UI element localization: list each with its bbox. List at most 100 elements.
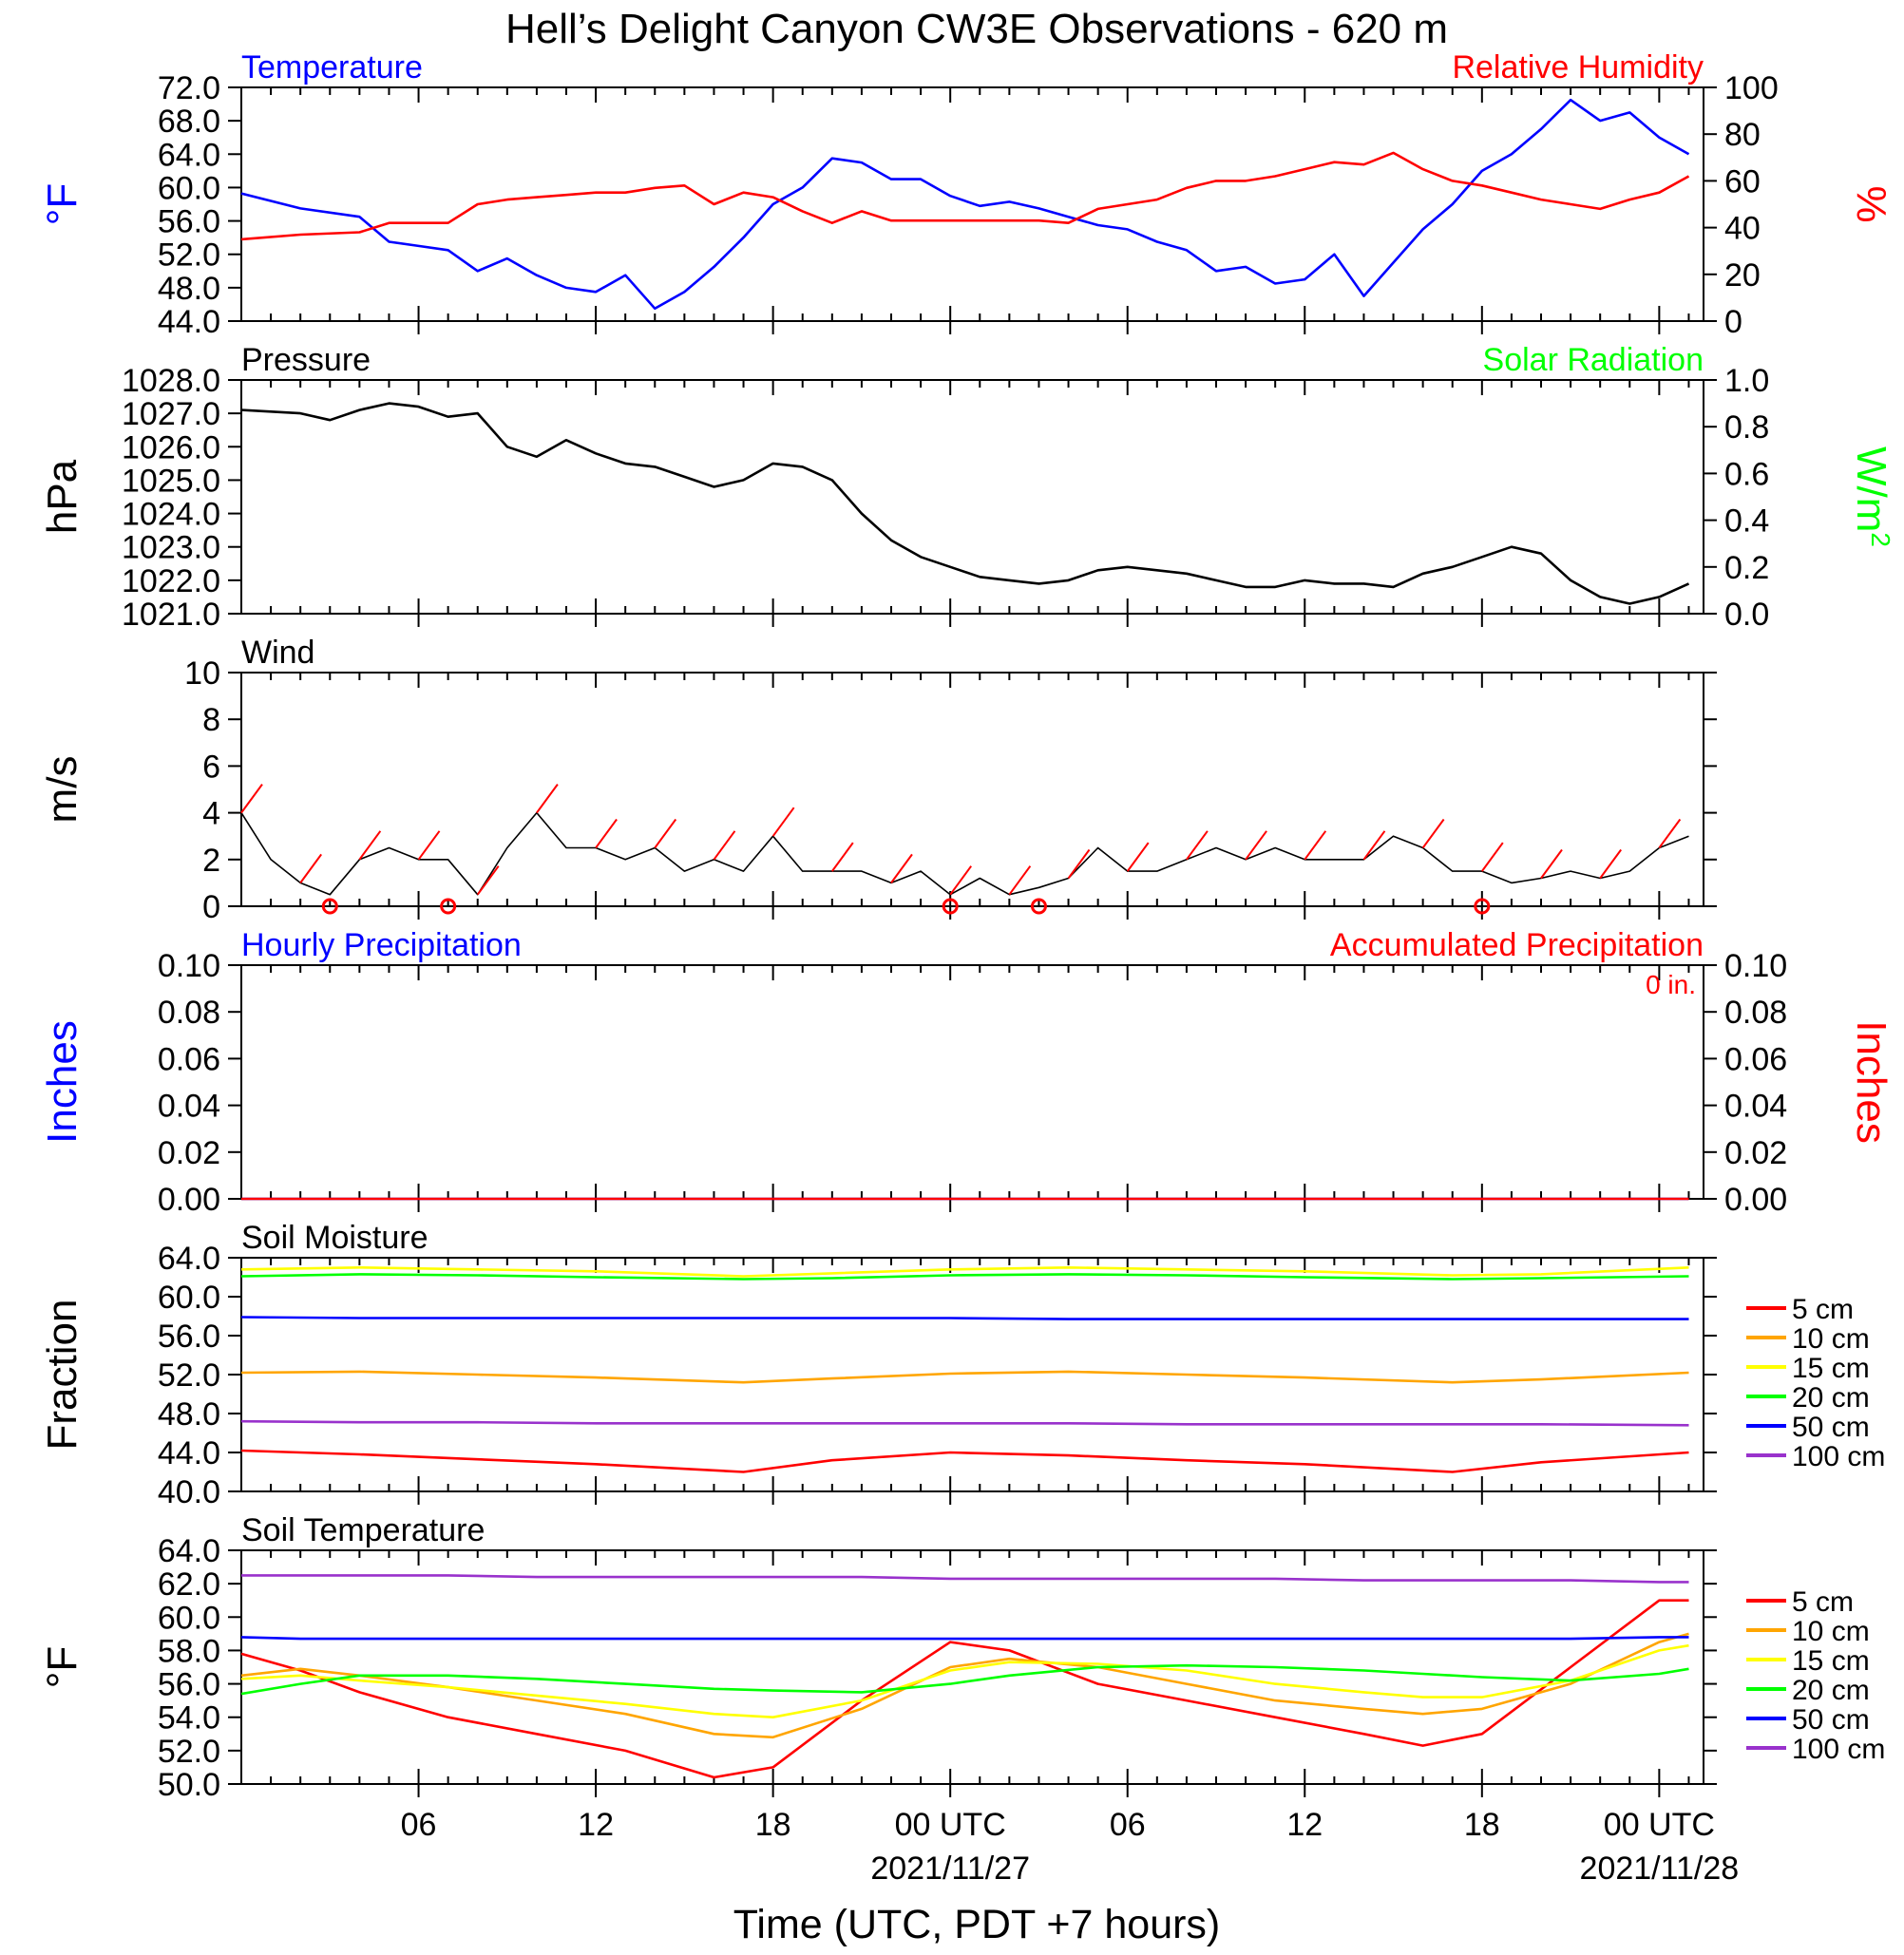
- y2-tick-label: 0.06: [1724, 1041, 1787, 1077]
- y-tick-label: 0.08: [158, 995, 220, 1031]
- y2-tick-label: 0.08: [1724, 995, 1787, 1031]
- legend-label: 50 cm: [1792, 1704, 1870, 1736]
- wind-barb: [358, 830, 382, 861]
- legend-label: 100 cm: [1792, 1441, 1885, 1472]
- panel-annotation: 0 in.: [1646, 970, 1696, 999]
- x-tick-label: 06: [401, 1807, 437, 1843]
- legend-label: 100 cm: [1792, 1734, 1885, 1765]
- y-tick-label: 8: [202, 702, 220, 738]
- y-tick-label: 62.0: [158, 1566, 220, 1603]
- wind-barb: [1245, 830, 1267, 861]
- x-date-label: 2021/11/27: [870, 1851, 1030, 1887]
- panel-soil-moisture: 40.044.048.052.056.060.064.0 Soil Moistur…: [39, 1220, 1885, 1510]
- wind-barb: [476, 865, 500, 896]
- wind-barb: [1481, 842, 1504, 872]
- x-date-label: 2021/11/28: [1580, 1851, 1740, 1887]
- y-axis-title: Fraction: [39, 1300, 86, 1451]
- y-tick-label: 1024.0: [122, 497, 220, 533]
- y-tick-label: 64.0: [158, 1533, 220, 1569]
- y-tick-label: 50.0: [158, 1767, 220, 1803]
- chart-title: Hell’s Delight Canyon CW3E Observations …: [505, 6, 1448, 52]
- y-tick-label: 1028.0: [122, 363, 220, 399]
- y2-tick-label: 0.00: [1724, 1182, 1787, 1218]
- plot-frame: [240, 1549, 1704, 1785]
- series-line-temperature: [240, 98, 1690, 311]
- plot-frame: [240, 964, 1704, 1200]
- series-line-relative-humidity: [240, 151, 1690, 241]
- y2-tick-label: 20: [1724, 257, 1761, 294]
- y-tick-label: 2: [202, 843, 220, 879]
- y2-axis-title-superscript: 2: [1867, 532, 1896, 547]
- y2-tick-label: 0.02: [1724, 1135, 1787, 1171]
- plot-frame: [240, 86, 1704, 322]
- y2-axis-title: W/m2: [1848, 446, 1896, 547]
- legend-label: 15 cm: [1792, 1353, 1870, 1384]
- y-tick-label: 68.0: [158, 104, 220, 140]
- y-tick-label: 64.0: [158, 137, 220, 173]
- series-line-15-cm: [240, 1266, 1689, 1278]
- y-tick-label: 1025.0: [122, 463, 220, 499]
- y2-tick-label: 0.0: [1724, 597, 1769, 633]
- wind-barb: [1421, 818, 1445, 849]
- wind-barb: [299, 853, 322, 883]
- x-tick-label: 18: [1464, 1807, 1500, 1843]
- panel-soil-temperature: 50.052.054.056.058.060.062.064.0 Soil Tem…: [39, 1512, 1885, 1887]
- wind-barb: [713, 830, 736, 861]
- wind-barb: [1540, 848, 1563, 880]
- y-tick-label: 64.0: [158, 1241, 220, 1277]
- panel-left-title: Wind: [241, 635, 314, 671]
- y2-axis-title: Inches: [1848, 1020, 1894, 1144]
- y-tick-label: 1023.0: [122, 530, 220, 566]
- panel-left-title: Pressure: [241, 342, 371, 378]
- y-axis-title: m/s: [39, 756, 86, 824]
- y2-tick-label: 100: [1724, 70, 1779, 106]
- y2-tick-label: 0.10: [1724, 948, 1787, 984]
- x-tick-label: 00 UTC: [895, 1807, 1006, 1843]
- y-tick-label: 60.0: [158, 1600, 220, 1636]
- y-tick-label: 72.0: [158, 70, 220, 106]
- y2-tick-label: 0.4: [1724, 503, 1769, 540]
- series-line-10-cm: [240, 1370, 1689, 1384]
- y-tick-label: 0.02: [158, 1135, 220, 1171]
- y2-tick-label: 0.8: [1724, 409, 1769, 446]
- y-tick-label: 58.0: [158, 1633, 220, 1669]
- wind-barb: [1362, 830, 1386, 861]
- series-line-5-cm: [240, 1599, 1689, 1779]
- legend-label: 20 cm: [1792, 1675, 1870, 1706]
- y2-tick-label: 0.2: [1724, 550, 1769, 586]
- y-tick-label: 60.0: [158, 1280, 220, 1316]
- plot-frame: [240, 379, 1704, 615]
- calm-wind-marker: [942, 898, 959, 915]
- y2-axis-title: %: [1848, 185, 1894, 222]
- y-tick-label: 60.0: [158, 170, 220, 206]
- wind-barb: [1658, 818, 1682, 849]
- y-tick-label: 52.0: [158, 237, 220, 274]
- legend-label: 20 cm: [1792, 1382, 1870, 1414]
- y-tick-label: 56.0: [158, 204, 220, 240]
- legend-label: 10 cm: [1792, 1616, 1870, 1647]
- y-tick-label: 48.0: [158, 1396, 220, 1433]
- wind-barb: [771, 807, 795, 837]
- y2-tick-label: 0.04: [1724, 1089, 1787, 1125]
- legend-label: 5 cm: [1792, 1294, 1854, 1325]
- wind-barb: [1126, 842, 1150, 872]
- series-line-5-cm: [240, 1449, 1689, 1473]
- legend-label: 10 cm: [1792, 1323, 1870, 1355]
- series-line-20-cm: [240, 1273, 1689, 1281]
- series-line-100-cm: [241, 1574, 1689, 1584]
- y-tick-label: 1027.0: [122, 396, 220, 432]
- y-tick-label: 48.0: [158, 271, 220, 307]
- y-tick-label: 0.00: [158, 1182, 220, 1218]
- x-axis-title: Time (UTC, PDT +7 hours): [733, 1902, 1221, 1947]
- y-tick-label: 4: [202, 796, 220, 832]
- y-tick-label: 52.0: [158, 1357, 220, 1394]
- y-tick-label: 0: [202, 889, 220, 925]
- panel-left-title: Temperature: [241, 49, 423, 85]
- y-tick-label: 1022.0: [122, 563, 220, 599]
- y2-tick-label: 0.6: [1724, 456, 1769, 492]
- y-axis-title: Inches: [39, 1020, 86, 1144]
- panel-left-title: Soil Temperature: [241, 1512, 485, 1548]
